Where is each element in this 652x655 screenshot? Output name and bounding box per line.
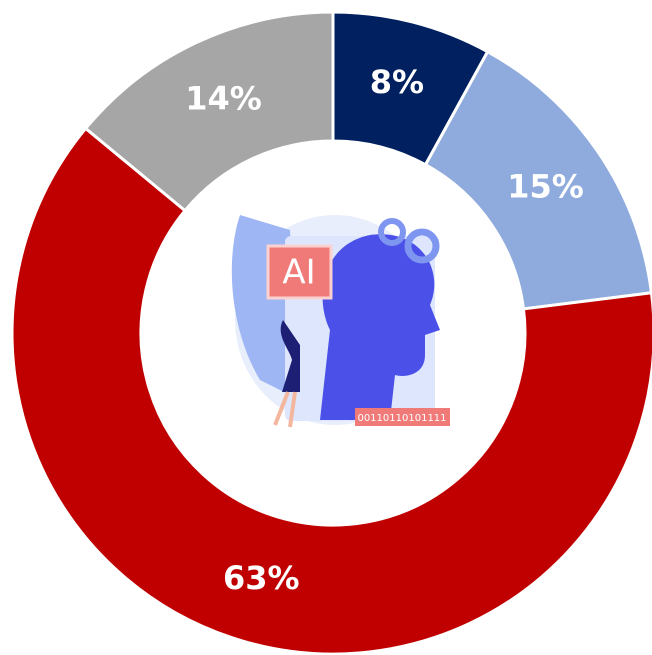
donut: 8% 15% 63% 14%	[10, 10, 652, 655]
donut-segment	[423, 49, 652, 311]
ai-badge-text: AI	[282, 253, 315, 293]
gear	[404, 228, 440, 264]
person-leg	[273, 391, 290, 426]
illustration: AI 00110110101111	[231, 215, 450, 428]
value-label: 63%	[223, 559, 300, 597]
head	[320, 234, 440, 420]
value-label: 15%	[507, 168, 584, 206]
donut-segment	[10, 126, 652, 655]
ai-badge	[266, 244, 333, 300]
code-strip	[355, 408, 450, 426]
gear	[378, 218, 406, 246]
code-text: 00110110101111	[357, 413, 446, 424]
person-leg	[288, 391, 297, 428]
value-label: 8%	[370, 63, 424, 101]
person	[280, 320, 300, 392]
value-label: 14%	[185, 79, 262, 117]
donut-segment	[83, 10, 335, 213]
